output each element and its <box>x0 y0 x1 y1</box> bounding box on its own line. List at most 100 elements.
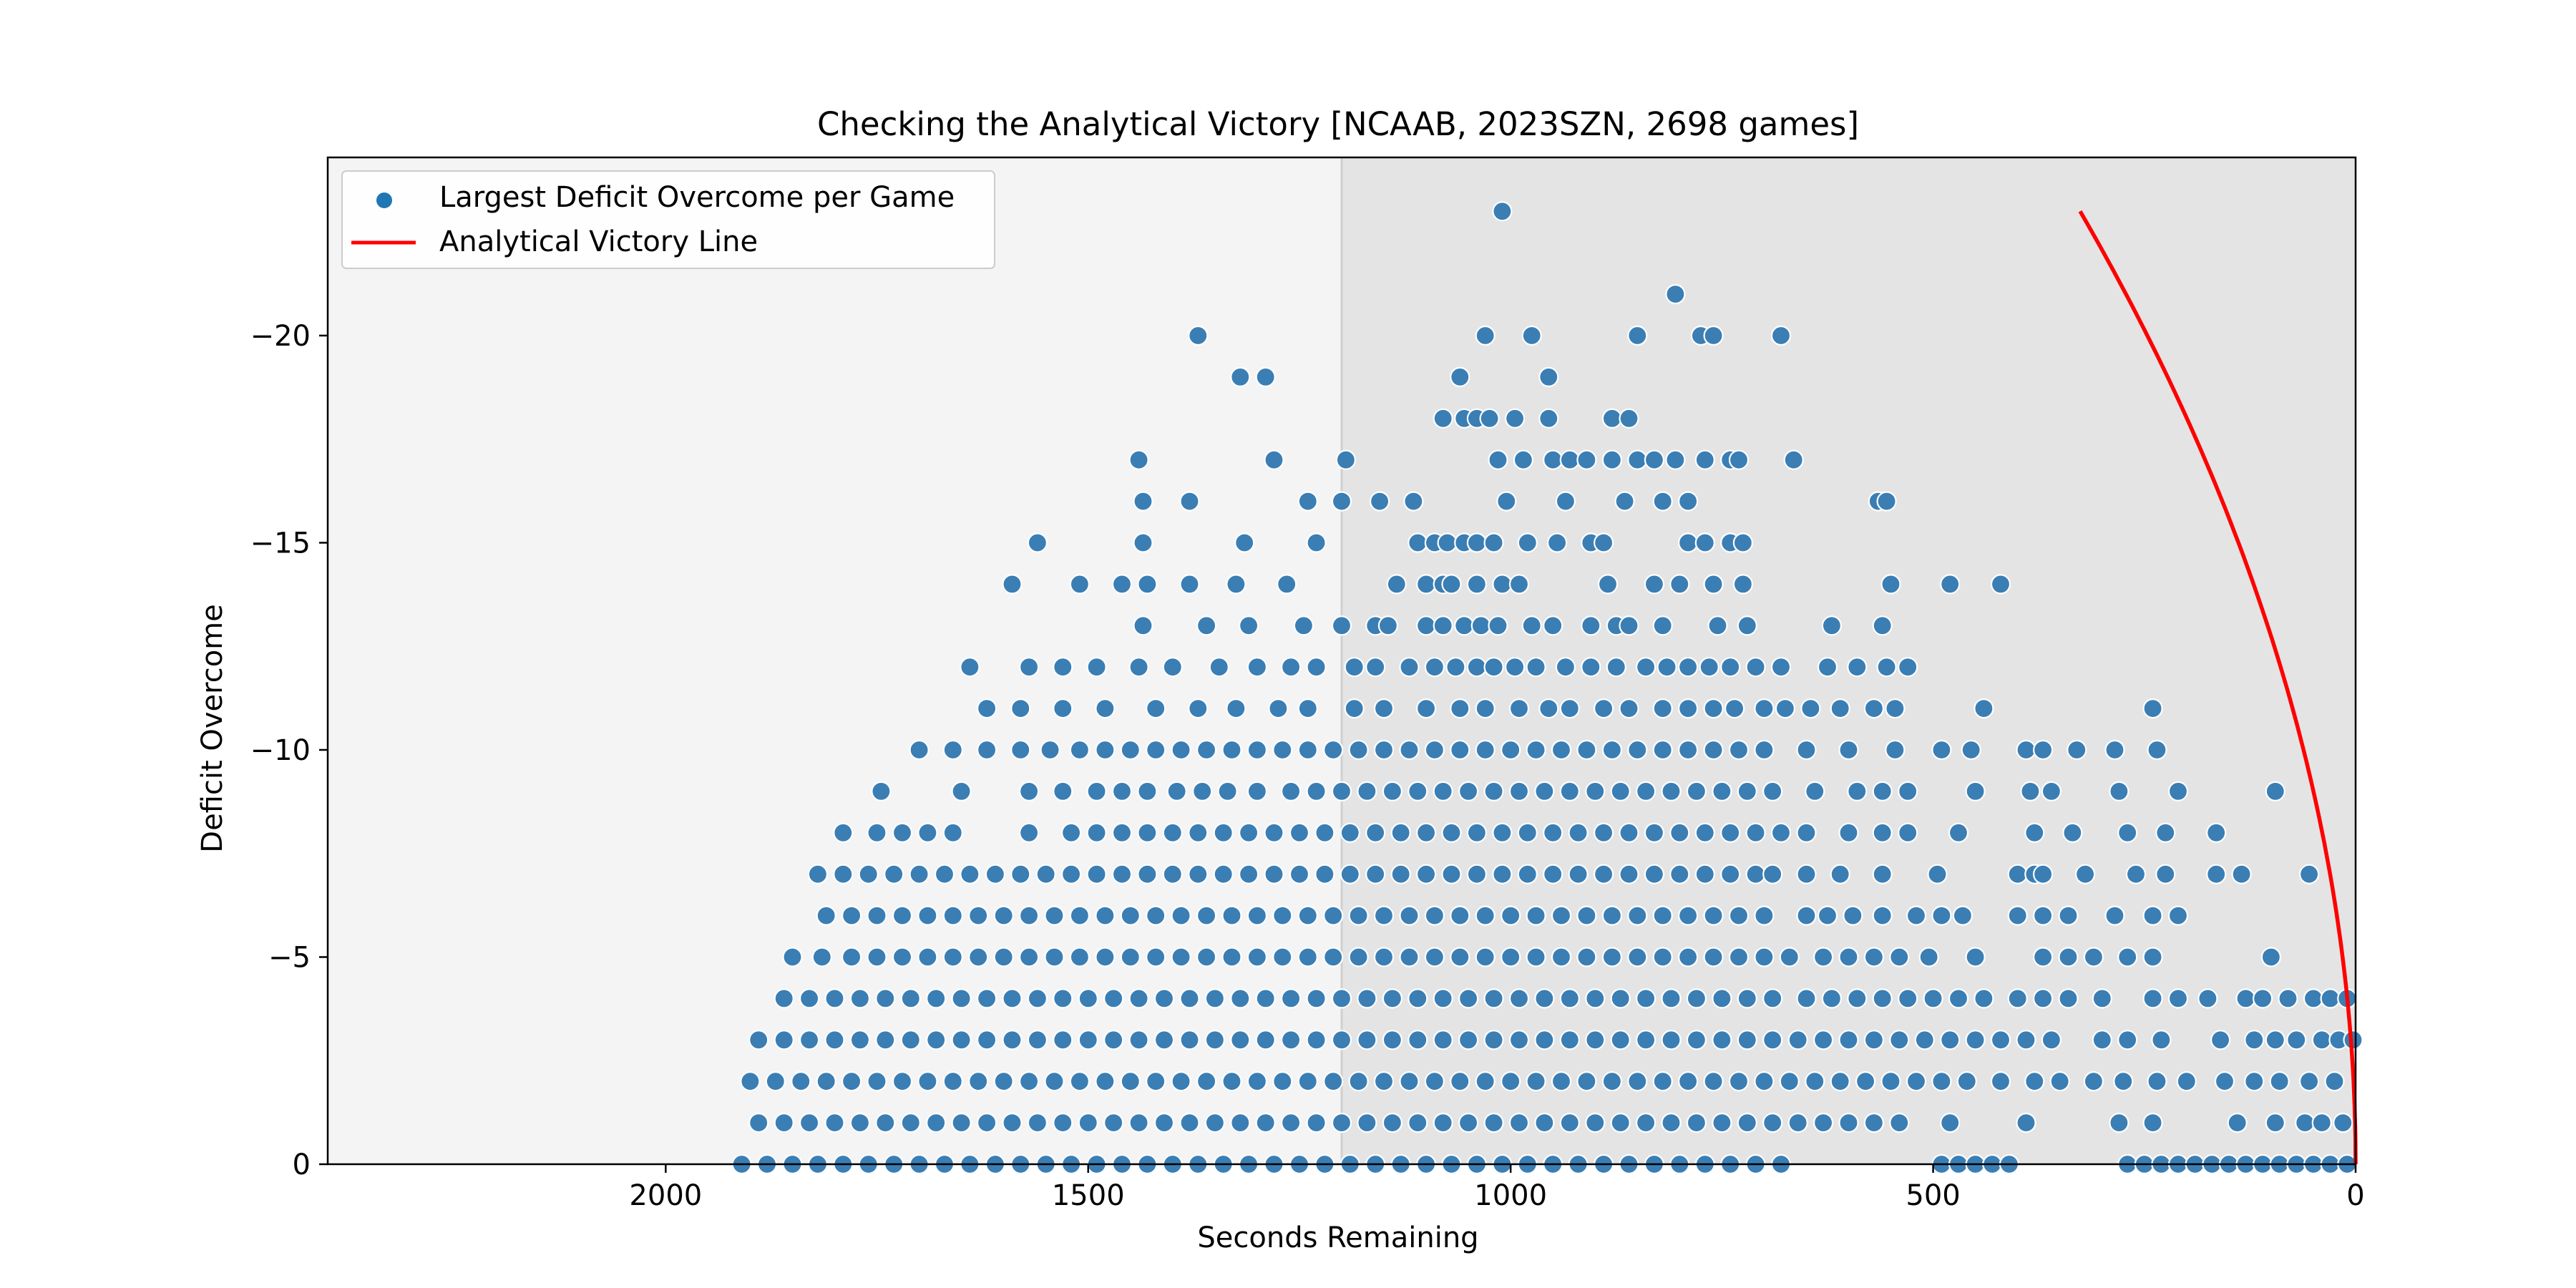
scatter-point <box>1415 864 1437 884</box>
scatter-point <box>1754 947 1775 967</box>
scatter-point <box>1770 657 1792 678</box>
scatter-point <box>1601 739 1622 761</box>
scatter-point <box>1027 532 1048 553</box>
scatter-point <box>1678 491 1699 512</box>
legend-box <box>341 170 995 269</box>
scatter-point <box>892 905 913 926</box>
scatter-point <box>1331 781 1352 802</box>
scatter-point <box>1377 615 1399 636</box>
scatter-point <box>1576 947 1597 967</box>
scatter-point <box>1111 781 1133 802</box>
scatter-point <box>1475 325 1496 346</box>
scatter-point <box>1390 822 1411 843</box>
scatter-point <box>867 1071 887 1092</box>
scatter-point <box>1424 657 1445 678</box>
scatter-point <box>2147 739 2167 761</box>
scatter-point <box>1018 1071 1040 1092</box>
scatter-point <box>1661 988 1682 1009</box>
scatter-point <box>1627 1071 1648 1092</box>
scatter-point <box>1492 201 1513 222</box>
scatter-point <box>1652 698 1673 719</box>
scatter-point <box>1521 325 1542 346</box>
scatter-point <box>1221 905 1242 926</box>
scatter-point <box>1990 574 2011 595</box>
scatter-point <box>1745 657 1766 678</box>
scatter-point <box>1948 822 1969 843</box>
scatter-point <box>1526 657 1546 678</box>
scatter-point <box>1559 988 1580 1009</box>
scatter-point <box>1204 1112 1226 1133</box>
scatter-point <box>1940 1112 1961 1133</box>
scatter-point <box>1407 532 1428 553</box>
scatter-point <box>849 1030 871 1050</box>
scatter-point <box>2007 905 2028 926</box>
scatter-point <box>1255 1030 1276 1050</box>
scatter-point <box>1898 988 1918 1009</box>
scatter-point <box>1872 615 1893 636</box>
scatter-point <box>1344 698 1365 719</box>
y-tick-label: −20 <box>250 320 311 353</box>
scatter-point <box>1627 325 1648 346</box>
scatter-point <box>1373 947 1395 967</box>
scatter-point <box>1594 698 1614 719</box>
shaded-regions <box>328 157 2356 1164</box>
scatter-point <box>1636 988 1657 1009</box>
scatter-point <box>1838 1030 1859 1050</box>
scatter-point <box>1433 615 1453 636</box>
scatter-point <box>1974 698 1994 719</box>
scatter-point <box>1171 1071 1191 1092</box>
scatter-point <box>1297 1071 1318 1092</box>
scatter-point <box>1162 822 1183 843</box>
scatter-point <box>1246 905 1268 926</box>
x-tick-label: 2000 <box>629 1179 702 1212</box>
scatter-point <box>1931 739 1952 761</box>
scatter-point <box>1817 657 1838 678</box>
scatter-point <box>1246 1071 1268 1092</box>
scatter-point <box>1044 947 1065 967</box>
scatter-point <box>1441 864 1462 884</box>
scatter-point <box>1627 905 1648 926</box>
scatter-point <box>1610 781 1631 802</box>
scatter-point <box>1636 657 1657 678</box>
scatter-point <box>1475 739 1496 761</box>
scatter-point <box>2092 1030 2112 1050</box>
scatter-point <box>1466 864 1487 884</box>
scatter-point <box>2016 1030 2036 1050</box>
scatter-point <box>1699 657 1719 678</box>
scatter-point <box>1644 864 1664 884</box>
scatter-point <box>1636 1112 1657 1133</box>
scatter-point <box>900 1112 921 1133</box>
scatter-point <box>1665 449 1686 470</box>
scatter-point <box>2214 1071 2235 1092</box>
scatter-point <box>1678 532 1699 553</box>
scatter-point <box>942 905 963 926</box>
scatter-point <box>1018 657 1040 678</box>
scatter-point <box>1652 491 1673 512</box>
scatter-point <box>1137 574 1158 595</box>
scatter-point <box>1306 657 1327 678</box>
scatter-point <box>1619 615 1639 636</box>
scatter-point <box>1796 905 1817 926</box>
scatter-point <box>1209 657 1229 678</box>
scatter-point <box>1399 739 1420 761</box>
scatter-point <box>1526 905 1546 926</box>
scatter-point <box>765 1071 786 1092</box>
scatter-point <box>1940 574 1961 595</box>
scatter-point <box>1179 1030 1200 1050</box>
scatter-point <box>1543 449 1563 470</box>
scatter-point <box>1517 864 1538 884</box>
scatter-point <box>1399 905 1420 926</box>
scatter-point <box>1918 947 1939 967</box>
scatter-point <box>1297 739 1318 761</box>
scatter-point <box>1128 988 1149 1009</box>
scatter-point <box>1069 739 1091 761</box>
scatter-point <box>1817 905 1838 926</box>
scatter-point <box>1128 1030 1149 1050</box>
scatter-point <box>1373 1071 1395 1092</box>
scatter-point <box>1559 449 1580 470</box>
scatter-point <box>1847 657 1868 678</box>
scatter-point <box>2244 1071 2265 1092</box>
scatter-point <box>985 864 1006 884</box>
scatter-point <box>1399 947 1420 967</box>
scatter-point <box>1720 657 1741 678</box>
